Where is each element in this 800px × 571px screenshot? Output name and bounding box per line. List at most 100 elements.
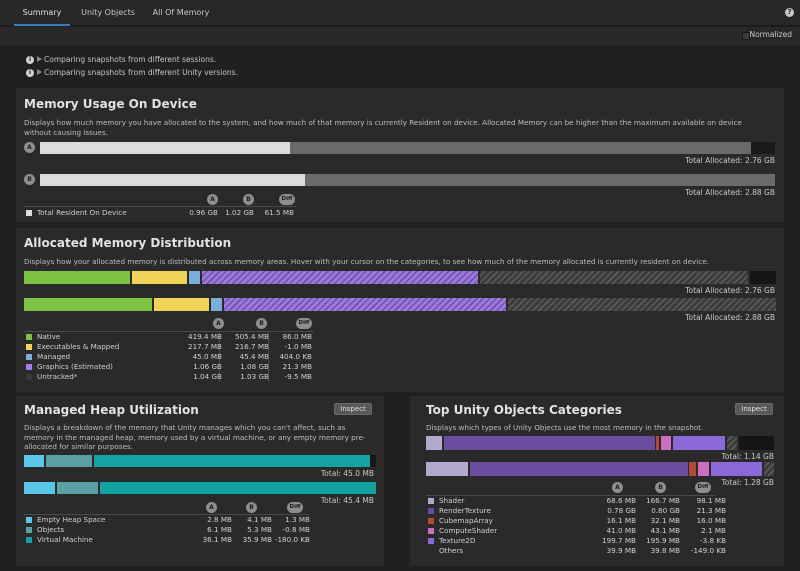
- legend-label: Virtual Machine: [37, 535, 93, 544]
- resident-segment[interactable]: [40, 174, 305, 186]
- heap-description: Displays a breakdown of the memory that …: [24, 423, 366, 451]
- value-a: 0.96 GB: [189, 208, 218, 217]
- value-a: 68.6 MB: [606, 496, 636, 505]
- value-diff: -9.5 MB: [284, 372, 312, 381]
- divider: [268, 332, 269, 382]
- legend-label: Managed: [37, 352, 71, 361]
- executables-segment[interactable]: [154, 298, 209, 311]
- empty-heap-swatch: [26, 517, 32, 523]
- top-objects-bar-b[interactable]: [426, 462, 774, 476]
- resident-segment[interactable]: [40, 142, 290, 154]
- texture2d-segment[interactable]: [711, 462, 762, 476]
- native-segment[interactable]: [24, 271, 130, 284]
- heap-bar-b[interactable]: [24, 482, 376, 494]
- value-a: 217.7 MB: [188, 342, 222, 351]
- top-objects-description: Displays which types of Unity Objects us…: [426, 423, 704, 432]
- help-icon[interactable]: ?: [785, 8, 794, 17]
- tab-summary[interactable]: Summary: [14, 0, 70, 26]
- allocated-bar-a[interactable]: [24, 271, 776, 284]
- cubemaparray-segment[interactable]: [689, 462, 696, 476]
- value-a: 419.4 MB: [188, 332, 222, 341]
- empty-heap-segment[interactable]: [24, 482, 55, 494]
- expand-arrow-icon[interactable]: [37, 56, 42, 62]
- allocated-title: Allocated Memory Distribution: [24, 236, 232, 250]
- toolbar: Normalized: [0, 27, 800, 45]
- others-segment[interactable]: [727, 436, 737, 450]
- objects-segment[interactable]: [46, 455, 92, 467]
- legend-row-others[interactable]: Others 39.9 MB 39.8 MB -149.0 KB: [426, 546, 726, 556]
- rendertexture-segment[interactable]: [444, 436, 655, 450]
- allocated-bar-b[interactable]: [24, 298, 776, 311]
- value-b: 166.7 MB: [646, 496, 680, 505]
- value-b: 1.03 GB: [240, 372, 269, 381]
- expand-arrow-icon[interactable]: [37, 69, 42, 75]
- value-b: 216.7 MB: [235, 342, 269, 351]
- value-a: 36.1 MB: [202, 535, 232, 544]
- value-a: 2.8 MB: [207, 515, 232, 524]
- legend-label: Texture2D: [439, 536, 476, 545]
- tab-bar: Summary Unity Objects All Of Memory ?: [0, 0, 800, 26]
- graphics-segment[interactable]: [224, 298, 506, 311]
- virtual-machine-segment[interactable]: [94, 455, 370, 467]
- legend-row-managed[interactable]: Managed 45.0 MB 45.4 MB 404.0 KB: [24, 352, 314, 362]
- legend-row-objects[interactable]: Objects 6.1 MB 5.3 MB -0.8 MB: [24, 525, 310, 535]
- shader-segment[interactable]: [426, 462, 468, 476]
- value-a: 0.78 GB: [607, 506, 636, 515]
- texture2d-segment[interactable]: [673, 436, 725, 450]
- allocated-total-b: Total Allocated: 2.88 GB: [685, 313, 775, 322]
- value-diff: -0.8 MB: [282, 525, 310, 534]
- legend-row-untracked[interactable]: Untracked* 1.04 GB 1.03 GB -9.5 MB: [24, 372, 314, 382]
- graphics-segment[interactable]: [202, 271, 478, 284]
- value-b: 45.4 MB: [239, 352, 269, 361]
- managed-segment[interactable]: [211, 298, 222, 311]
- memory-usage-bar-b[interactable]: [40, 174, 775, 186]
- legend-row-virtual-machine[interactable]: Virtual Machine 36.1 MB 35.9 MB -180.0 K…: [24, 535, 310, 545]
- shader-segment[interactable]: [426, 436, 442, 450]
- rendertexture-segment[interactable]: [470, 462, 688, 476]
- legend-label: Empty Heap Space: [37, 515, 106, 524]
- normalized-checkbox[interactable]: [742, 32, 750, 40]
- native-segment[interactable]: [24, 298, 152, 311]
- heap-panel: Managed Heap Utilization Inspect Display…: [16, 396, 384, 566]
- heap-bar-a[interactable]: [24, 455, 376, 467]
- legend-row-computeshader[interactable]: ComputeShader 41.0 MB 43.1 MB 2.1 MB: [426, 526, 726, 536]
- legend-row-native[interactable]: Native 419.4 MB 505.4 MB 86.0 MB: [24, 332, 314, 342]
- legend-row-shader[interactable]: Shader 68.6 MB 166.7 MB 98.1 MB: [426, 496, 726, 506]
- column-header-diff: Diff: [695, 482, 711, 493]
- heap-inspect-button[interactable]: Inspect: [334, 403, 372, 415]
- info-text: Comparing snapshots from different sessi…: [44, 55, 217, 64]
- info-row-sessions[interactable]: i Comparing snapshots from different ses…: [26, 55, 326, 65]
- info-row-versions[interactable]: i Comparing snapshots from different Uni…: [26, 68, 326, 78]
- legend-row-executables[interactable]: Executables & Mapped 217.7 MB 216.7 MB -…: [24, 342, 314, 352]
- legend-row-empty-heap[interactable]: Empty Heap Space 2.8 MB 4.1 MB 1.3 MB: [24, 515, 310, 525]
- virtual-machine-segment[interactable]: [100, 482, 376, 494]
- cubemaparray-segment[interactable]: [656, 436, 659, 450]
- untracked-segment[interactable]: [508, 298, 776, 311]
- unused-segment: [739, 436, 774, 450]
- empty-heap-segment[interactable]: [24, 455, 44, 467]
- computeshader-segment[interactable]: [698, 462, 709, 476]
- value-diff: 86.0 MB: [282, 332, 312, 341]
- objects-segment[interactable]: [57, 482, 98, 494]
- column-header-a: A: [612, 482, 623, 493]
- legend-row-texture2d[interactable]: Texture2D 199.7 MB 195.9 MB -3.8 KB: [426, 536, 726, 546]
- value-a: 39.9 MB: [606, 546, 636, 555]
- value-diff: 1.3 MB: [285, 515, 310, 524]
- tab-all-of-memory[interactable]: All Of Memory: [152, 8, 210, 17]
- top-objects-inspect-button[interactable]: Inspect: [735, 403, 773, 415]
- legend-row-cubemaparray[interactable]: CubemapArray 16.1 MB 32.1 MB 16.0 MB: [426, 516, 726, 526]
- memory-usage-bar-a[interactable]: [40, 142, 775, 154]
- virtual-machine-swatch: [26, 537, 32, 543]
- legend-row-rendertexture[interactable]: RenderTexture 0.78 GB 0.80 GB 21.3 MB: [426, 506, 726, 516]
- divider: [426, 495, 716, 496]
- others-segment[interactable]: [764, 462, 774, 476]
- others-swatch: [428, 548, 434, 554]
- legend-row-resident[interactable]: Total Resident On Device 0.96 GB 1.02 GB…: [24, 208, 296, 218]
- untracked-segment[interactable]: [480, 271, 748, 284]
- tab-unity-objects[interactable]: Unity Objects: [81, 8, 135, 17]
- executables-segment[interactable]: [132, 271, 187, 284]
- computeshader-segment[interactable]: [661, 436, 671, 450]
- managed-segment[interactable]: [189, 271, 200, 284]
- top-objects-bar-a[interactable]: [426, 436, 774, 450]
- legend-row-graphics[interactable]: Graphics (Estimated) 1.06 GB 1.08 GB 21.…: [24, 362, 314, 372]
